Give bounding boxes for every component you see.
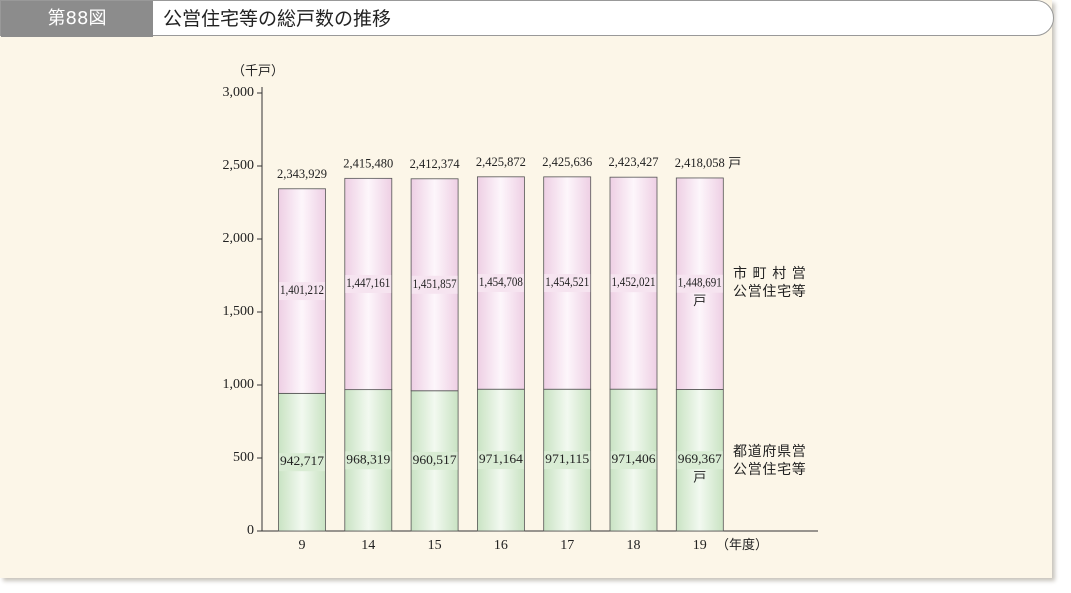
legend-label: 都道府県営 公営住宅等 xyxy=(733,444,806,478)
header: 第88図 公営住宅等の総戸数の推移 xyxy=(0,0,1054,37)
value-label-bg xyxy=(345,274,392,293)
legend-label: 市町村営 公営住宅等 xyxy=(733,266,806,300)
value-label: 1,448,691 xyxy=(678,275,722,290)
value-label: 1,451,857 xyxy=(413,276,457,291)
panel xyxy=(0,0,1052,578)
total-label: 2,412,374 xyxy=(410,156,460,171)
value-label-bg xyxy=(610,274,657,293)
y-tick-label: 2,500 xyxy=(223,158,255,173)
value-label: 1,454,521 xyxy=(545,274,589,289)
value-label: 1,454,708 xyxy=(479,274,523,289)
chart-title: 公営住宅等の総戸数の推移 xyxy=(163,8,392,30)
total-label: 2,423,427 xyxy=(609,154,659,169)
value-label: 971,164 xyxy=(479,451,524,466)
value-label-bg xyxy=(544,451,591,470)
value-label-bg xyxy=(345,451,392,470)
value-label: 1,401,212 xyxy=(280,282,324,297)
unit-label: 戸 xyxy=(693,294,706,309)
value-label: 942,717 xyxy=(280,453,325,468)
x-tick-label: 19 xyxy=(693,538,707,553)
x-tick-label: 18 xyxy=(627,538,641,553)
value-label-bg xyxy=(610,451,657,470)
y-tick-label: 1,000 xyxy=(223,377,255,392)
y-unit: （千戸） xyxy=(232,63,284,78)
y-tick-label: 2,000 xyxy=(223,231,255,246)
total-label: 2,415,480 xyxy=(343,155,393,170)
y-tick-label: 3,000 xyxy=(223,85,255,100)
unit-label: 戸 xyxy=(728,156,741,171)
value-label: 1,452,021 xyxy=(612,274,656,289)
value-label-bg xyxy=(544,274,591,293)
x-unit: （年度） xyxy=(716,537,768,552)
value-label-bg xyxy=(676,274,723,293)
x-tick-label: 16 xyxy=(494,538,508,553)
value-label: 971,406 xyxy=(612,451,657,466)
y-tick-label: 1,500 xyxy=(223,304,255,319)
value-label-bg xyxy=(279,282,325,301)
x-tick-label: 17 xyxy=(560,538,574,553)
x-tick-label: 14 xyxy=(361,538,375,553)
value-label: 960,517 xyxy=(413,452,458,467)
total-label: 2,425,636 xyxy=(542,154,592,169)
value-label-bg xyxy=(279,453,325,472)
value-label-bg xyxy=(477,274,524,293)
value-label: 1,447,161 xyxy=(346,275,390,290)
value-label: 969,367 xyxy=(678,451,723,466)
y-tick-label: 500 xyxy=(233,450,254,465)
total-label: 2,425,872 xyxy=(476,154,526,169)
y-tick-label: 0 xyxy=(247,523,254,538)
total-label: 2,343,929 xyxy=(277,166,327,181)
value-label: 968,319 xyxy=(346,451,390,466)
value-label: 971,115 xyxy=(545,451,589,466)
figure-number: 第88図 xyxy=(1,1,153,37)
total-label: 2,418,058 xyxy=(675,155,725,170)
unit-label: 戸 xyxy=(693,471,706,486)
value-label-bg xyxy=(477,451,524,470)
x-tick-label: 15 xyxy=(428,538,442,553)
value-label-bg xyxy=(411,275,458,294)
value-label-bg xyxy=(411,451,458,470)
x-tick-label: 9 xyxy=(299,538,306,553)
value-label-bg xyxy=(676,451,723,470)
